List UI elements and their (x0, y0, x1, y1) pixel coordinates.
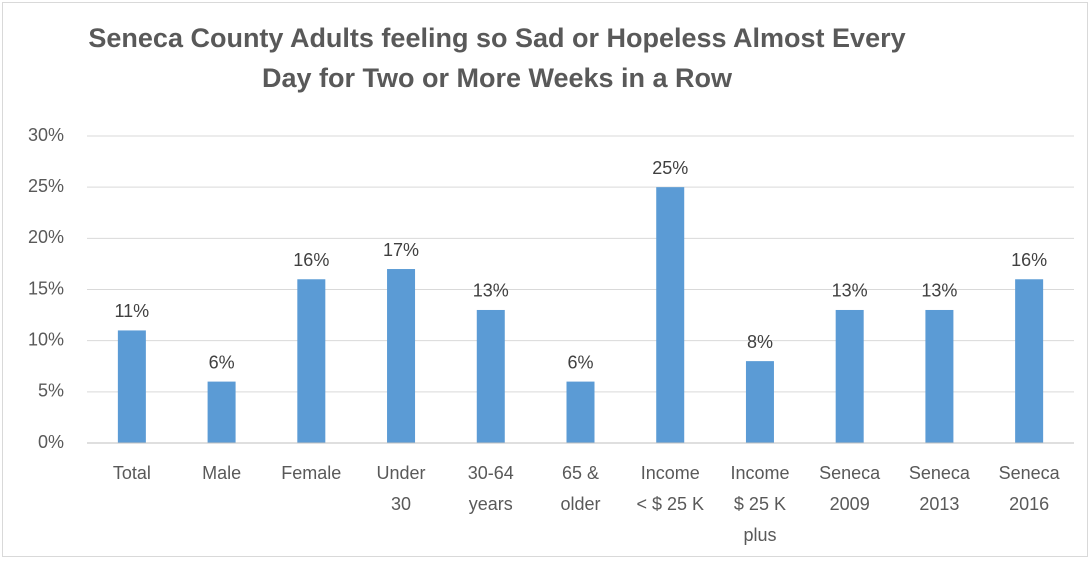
category-label: 65 & older (560, 463, 600, 514)
bar (566, 381, 595, 443)
category-label: 30-64 years (468, 463, 514, 514)
data-label: 16% (1011, 250, 1047, 270)
category-label: Under 30 (377, 463, 426, 514)
data-label: 6% (567, 352, 593, 372)
data-label: 13% (832, 281, 868, 301)
category-label: Seneca 2016 (999, 463, 1061, 514)
bar (117, 330, 146, 443)
y-tick-label: 0% (38, 432, 64, 452)
bar (656, 187, 685, 443)
bar (207, 381, 236, 443)
data-label: 16% (293, 250, 329, 270)
y-tick-label: 30% (28, 125, 64, 145)
category-label: Total (113, 463, 151, 483)
data-labels: 11% 6% 16% 17% 13% 6% 25% 8% 13% 13% 16% (115, 158, 1048, 372)
chart-title-line-1: Seneca County Adults feeling so Sad or H… (88, 23, 905, 53)
data-label: 13% (473, 281, 509, 301)
chart-title-line-2: Day for Two or More Weeks in a Row (262, 63, 733, 93)
bar (1015, 279, 1044, 443)
category-label: Seneca 2009 (819, 463, 881, 514)
bar (297, 279, 326, 443)
category-label: Male (202, 463, 241, 483)
category-label: Female (281, 463, 341, 483)
y-axis-tick-labels: 0% 5% 10% 15% 20% 25% 30% (28, 125, 64, 452)
data-label: 13% (921, 281, 957, 301)
y-tick-label: 20% (28, 227, 64, 247)
data-label: 25% (652, 158, 688, 178)
data-label: 8% (747, 332, 773, 352)
gridlines (87, 135, 1074, 393)
bar (925, 309, 954, 443)
category-label: Income < $ 25 K (636, 463, 704, 514)
data-label: 17% (383, 240, 419, 260)
y-tick-label: 10% (28, 329, 64, 349)
x-axis-category-labels: Total Male Female Under 30 30-64 years 65 & olde… (113, 463, 1061, 545)
y-tick-label: 25% (28, 176, 64, 196)
bar (387, 269, 416, 443)
chart-title: Seneca County Adults feeling so Sad or H… (88, 23, 905, 93)
category-label: Seneca 2013 (909, 463, 971, 514)
data-label: 11% (115, 301, 150, 321)
bar (476, 309, 505, 443)
y-tick-label: 5% (38, 381, 64, 401)
data-label: 6% (209, 352, 235, 372)
bar (835, 309, 864, 443)
y-tick-label: 15% (28, 278, 64, 298)
bar (745, 361, 774, 443)
bars (117, 187, 1044, 443)
